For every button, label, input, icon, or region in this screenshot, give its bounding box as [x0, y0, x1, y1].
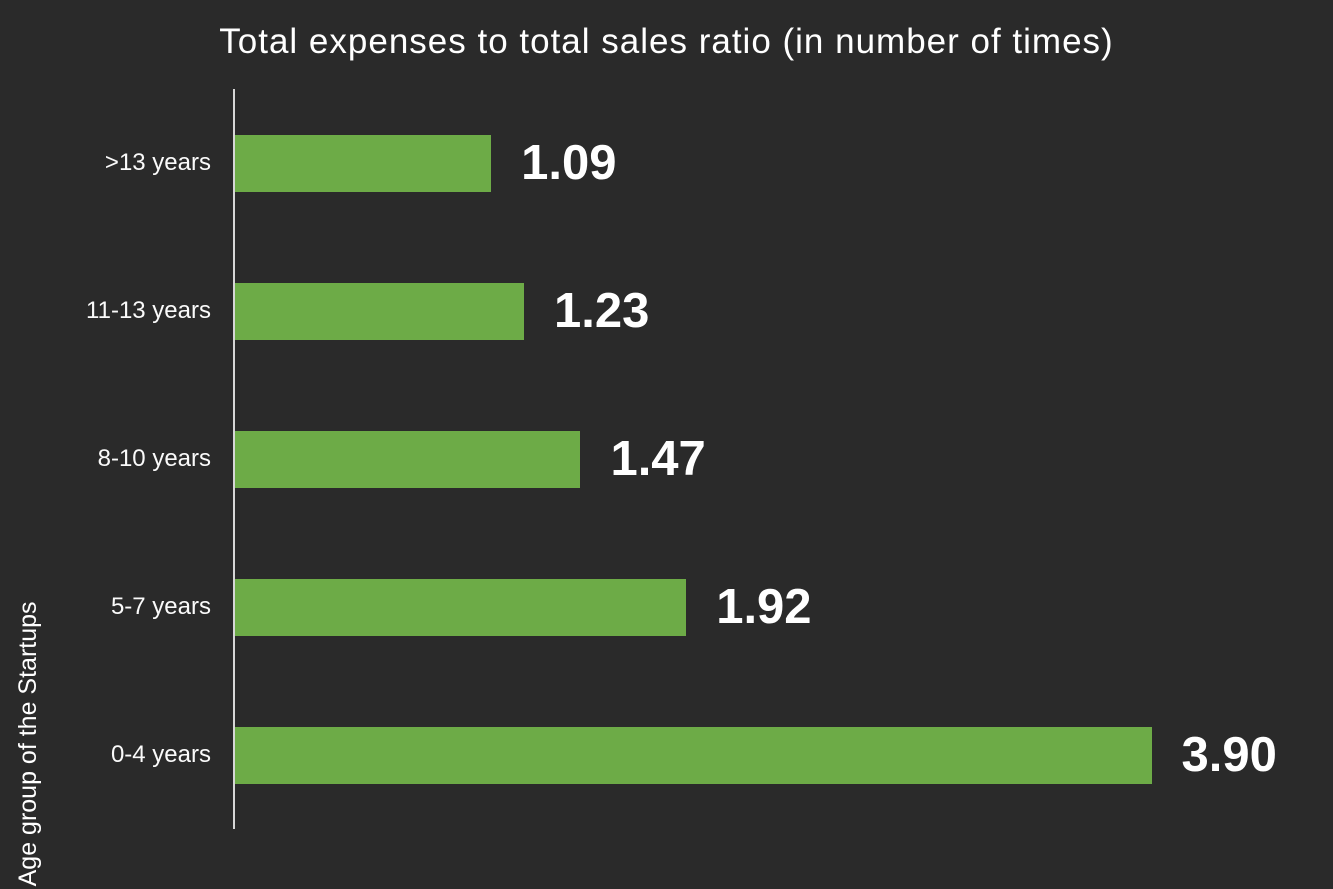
bar-row: 5-7 years 1.92 [0, 533, 1333, 681]
value-label: 1.09 [521, 136, 617, 190]
bar-row: 8-10 years 1.47 [0, 385, 1333, 533]
value-label: 1.23 [554, 284, 650, 338]
category-label: 11-13 years [86, 297, 211, 324]
bar-row: 11-13 years 1.23 [0, 237, 1333, 385]
plot-area: Age group of the Startups >13 years 1.09 1… [0, 89, 1333, 886]
category-label: >13 years [104, 149, 211, 176]
value-label: 1.92 [716, 580, 812, 634]
bar-row: 0-4 years 3.90 [0, 681, 1333, 829]
bar [235, 578, 687, 636]
bar [235, 430, 581, 488]
category-label: 5-7 years [110, 593, 211, 620]
bar [235, 282, 525, 340]
category-label: 8-10 years [97, 445, 211, 472]
bar [235, 134, 492, 192]
category-label: 0-4 years [110, 741, 211, 768]
value-label: 3.90 [1181, 728, 1277, 782]
bar [235, 726, 1152, 784]
bar-row: >13 years 1.09 [0, 89, 1333, 237]
y-axis-line [233, 89, 235, 829]
value-label: 1.47 [610, 432, 706, 486]
bar-rows-container: >13 years 1.09 11-13 years 1.23 8-10 years 1.… [0, 89, 1333, 829]
chart-title: Total expenses to total sales ratio (in … [219, 22, 1114, 61]
